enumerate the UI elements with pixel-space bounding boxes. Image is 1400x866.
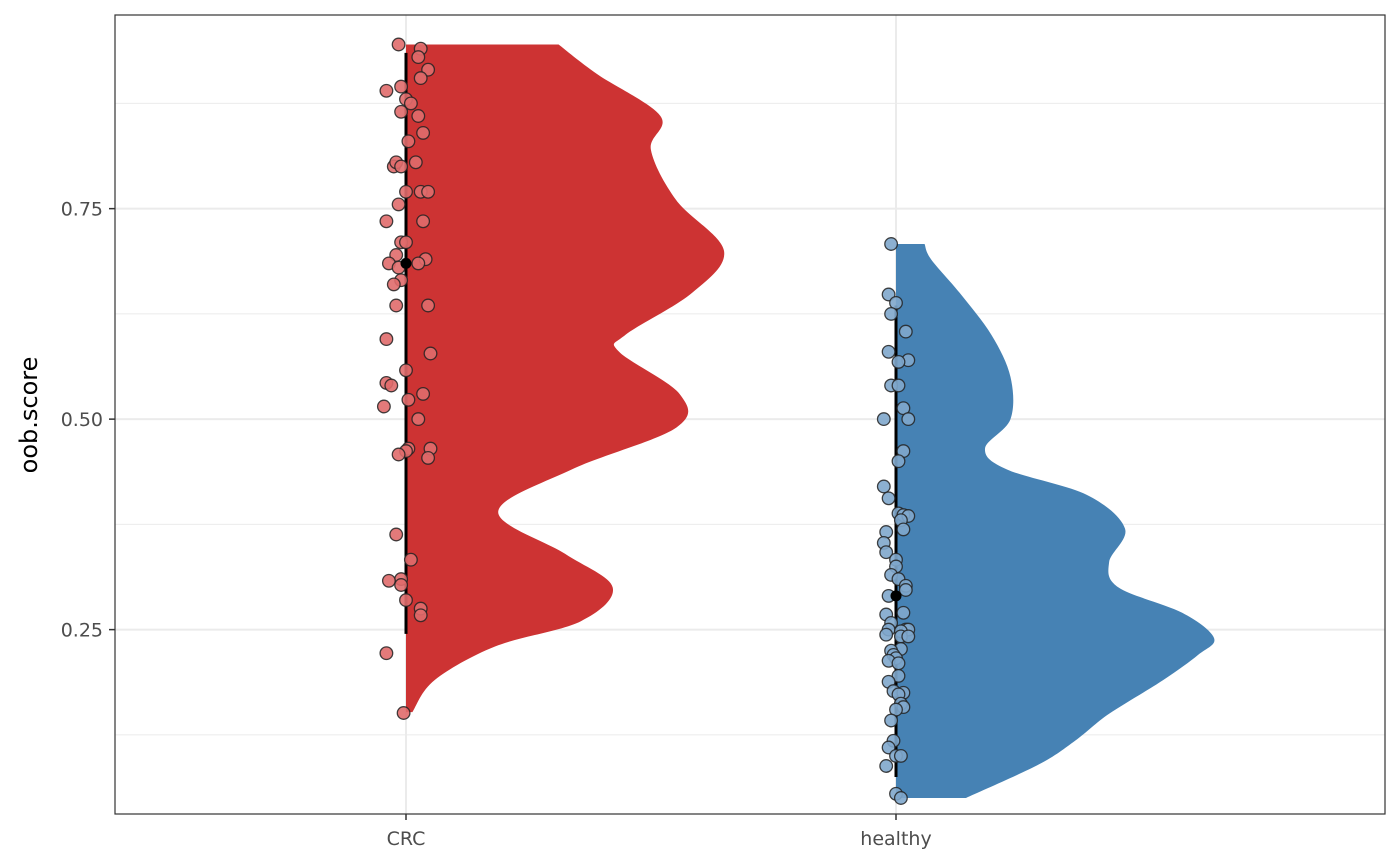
x-tick-label: CRC <box>387 828 426 850</box>
data-point <box>384 378 399 393</box>
data-point <box>879 545 894 560</box>
data-point <box>421 450 436 465</box>
plot-border <box>114 14 1386 815</box>
data-point <box>413 608 428 623</box>
data-point <box>876 479 891 494</box>
data-point <box>403 552 418 567</box>
data-point <box>379 646 394 661</box>
y-tick-label: 0.75 <box>61 199 103 221</box>
jitter-points <box>376 37 916 805</box>
data-point <box>391 197 406 212</box>
data-point <box>386 277 401 292</box>
data-point <box>891 378 906 393</box>
data-point <box>394 159 409 174</box>
mean-point-crc <box>400 257 412 269</box>
data-point <box>416 386 431 401</box>
data-point <box>411 50 426 65</box>
plot-background <box>115 15 1385 814</box>
data-point <box>879 627 894 642</box>
data-point <box>893 748 908 763</box>
data-point <box>411 412 426 427</box>
data-point <box>421 184 436 199</box>
violin-crc <box>406 44 725 713</box>
data-point <box>394 79 409 94</box>
data-point <box>399 593 413 608</box>
y-tick-label: 0.50 <box>61 409 103 431</box>
data-point <box>376 399 391 414</box>
data-point <box>879 759 894 773</box>
x-tick-label: healthy <box>860 828 931 850</box>
data-point <box>876 412 891 427</box>
data-point <box>391 447 406 462</box>
axes: 0.25 0.50 0.75 CRC healthy <box>61 199 932 850</box>
data-point <box>881 491 896 506</box>
data-point <box>898 324 913 339</box>
data-point <box>379 332 394 347</box>
data-point <box>399 184 413 199</box>
data-point <box>896 605 911 620</box>
data-point <box>394 578 409 592</box>
data-point <box>416 214 431 229</box>
data-point <box>389 527 404 542</box>
data-point <box>379 214 394 229</box>
data-point <box>399 363 413 378</box>
data-point <box>893 791 908 805</box>
data-point <box>421 298 436 313</box>
data-point <box>401 392 416 407</box>
data-point <box>411 109 426 123</box>
data-point <box>391 37 406 52</box>
data-point <box>901 412 916 427</box>
data-point <box>896 522 911 537</box>
data-point <box>884 306 899 321</box>
data-point <box>411 256 426 271</box>
data-point <box>901 629 916 644</box>
data-point <box>379 83 394 98</box>
violins <box>406 44 1215 799</box>
data-point <box>394 104 409 119</box>
data-point <box>884 237 899 251</box>
data-point <box>389 298 404 313</box>
data-point <box>399 235 413 250</box>
y-axis-title: oob.score <box>15 357 43 474</box>
data-point <box>381 573 396 588</box>
data-point <box>396 706 411 720</box>
data-point <box>891 656 906 671</box>
data-point <box>891 454 906 469</box>
data-point <box>408 155 423 170</box>
data-point <box>891 354 906 369</box>
violin-healthy <box>896 244 1215 799</box>
data-point <box>423 346 438 361</box>
data-point <box>881 344 896 359</box>
data-point <box>403 96 418 111</box>
mean-points <box>400 257 902 602</box>
mean-point-healthy <box>890 590 902 602</box>
data-point <box>416 125 431 140</box>
data-point <box>884 713 899 728</box>
data-point <box>401 134 416 149</box>
y-tick-label: 0.25 <box>61 620 103 642</box>
data-point <box>898 583 913 597</box>
data-point <box>413 71 428 86</box>
